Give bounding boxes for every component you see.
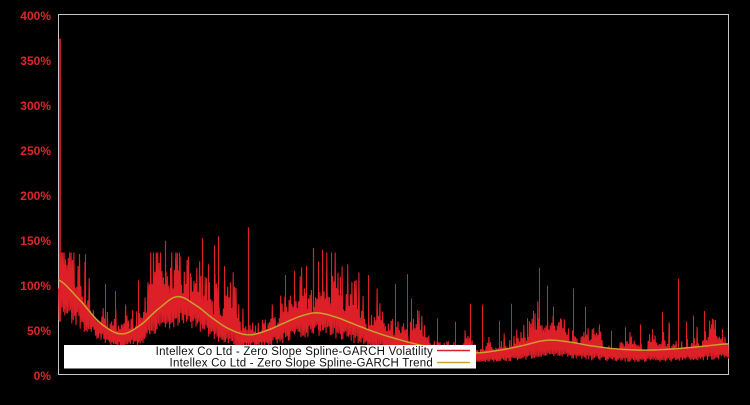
svg-text:0%: 0% bbox=[34, 369, 52, 383]
svg-text:300%: 300% bbox=[20, 99, 51, 113]
svg-text:100%: 100% bbox=[20, 279, 51, 293]
svg-text:50%: 50% bbox=[27, 324, 51, 338]
svg-text:400%: 400% bbox=[20, 9, 51, 23]
svg-text:250%: 250% bbox=[20, 144, 51, 158]
svg-text:Intellex Co Ltd - Zero Slope S: Intellex Co Ltd - Zero Slope Spline-GARC… bbox=[170, 358, 433, 370]
svg-text:200%: 200% bbox=[20, 189, 51, 203]
svg-text:350%: 350% bbox=[20, 54, 51, 68]
svg-text:Intellex Co Ltd - Zero Slope S: Intellex Co Ltd - Zero Slope Spline-GARC… bbox=[156, 346, 433, 358]
svg-text:150%: 150% bbox=[20, 234, 51, 248]
